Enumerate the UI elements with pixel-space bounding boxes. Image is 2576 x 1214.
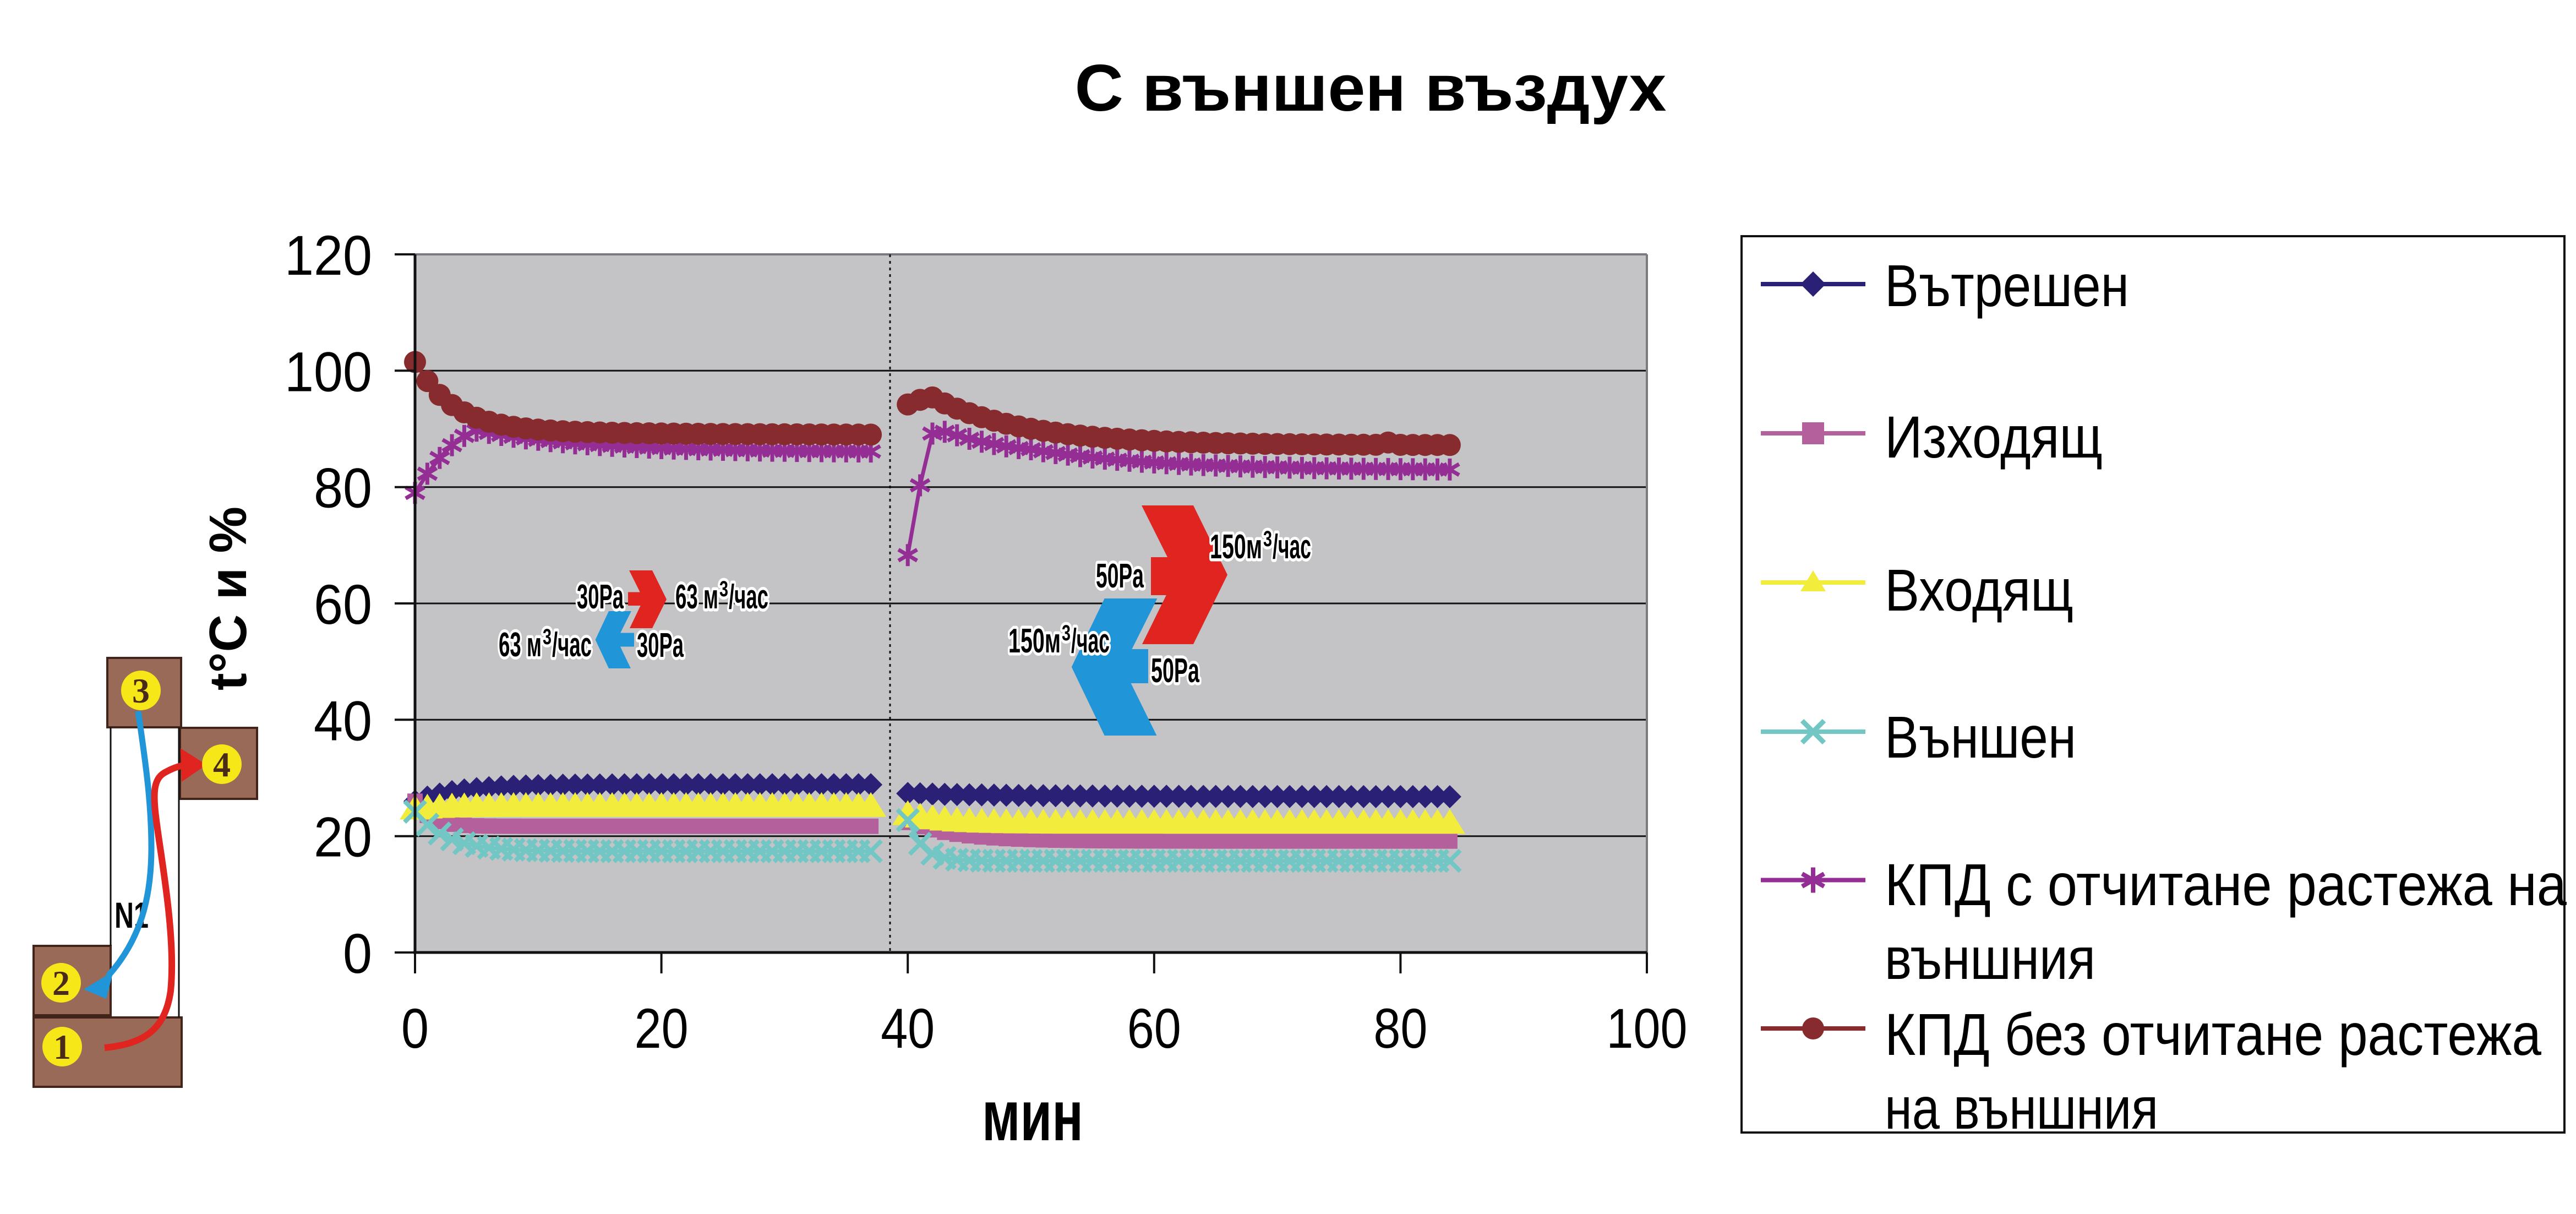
svg-text:/час: /час bbox=[729, 578, 768, 616]
svg-text:60: 60 bbox=[314, 573, 372, 636]
svg-text:100: 100 bbox=[1607, 997, 1688, 1060]
svg-text:външния: външния bbox=[1885, 925, 2095, 992]
svg-text:1: 1 bbox=[53, 1027, 71, 1066]
svg-text:50Pa: 50Pa bbox=[1096, 557, 1144, 595]
svg-text:С външен въздух: С външен въздух bbox=[1075, 51, 1667, 125]
svg-text:/час: /час bbox=[1273, 528, 1311, 566]
svg-text:Изходящ: Изходящ bbox=[1885, 404, 2103, 470]
svg-text:0: 0 bbox=[401, 997, 429, 1060]
svg-text:80: 80 bbox=[1373, 997, 1427, 1060]
svg-text:30Pa: 30Pa bbox=[577, 578, 624, 616]
svg-text:3: 3 bbox=[132, 671, 150, 710]
svg-text:20: 20 bbox=[635, 997, 689, 1060]
svg-text:3: 3 bbox=[1263, 527, 1272, 551]
svg-text:0: 0 bbox=[343, 922, 372, 985]
svg-text:t°C и %: t°C и % bbox=[199, 507, 258, 690]
svg-text:150м: 150м bbox=[1008, 622, 1061, 660]
svg-text:2: 2 bbox=[52, 963, 70, 1003]
svg-text:Външен: Външен bbox=[1885, 704, 2076, 770]
svg-text:100: 100 bbox=[285, 340, 372, 403]
svg-text:3: 3 bbox=[543, 625, 552, 649]
svg-text:63 м: 63 м bbox=[499, 626, 542, 664]
svg-text:3: 3 bbox=[719, 577, 728, 601]
svg-text:30Pa: 30Pa bbox=[637, 627, 684, 665]
svg-text:20: 20 bbox=[314, 806, 372, 869]
svg-text:120: 120 bbox=[285, 224, 372, 287]
svg-text:/час: /час bbox=[552, 626, 592, 664]
svg-text:63 м: 63 м bbox=[675, 578, 718, 616]
svg-text:КПД без отчитане растежа: КПД без отчитане растежа bbox=[1885, 1001, 2542, 1068]
svg-text:КПД с отчитане растежа на: КПД с отчитане растежа на bbox=[1885, 851, 2567, 918]
svg-text:60: 60 bbox=[1127, 997, 1181, 1060]
svg-text:Входящ: Входящ bbox=[1885, 557, 2073, 623]
svg-text:мин: мин bbox=[982, 1075, 1083, 1156]
svg-text:40: 40 bbox=[881, 997, 935, 1060]
svg-text:на външния: на външния bbox=[1885, 1075, 2158, 1141]
svg-text:3: 3 bbox=[1062, 621, 1071, 645]
svg-text:/час: /час bbox=[1071, 622, 1110, 660]
svg-text:150м: 150м bbox=[1210, 528, 1262, 566]
svg-text:80: 80 bbox=[314, 457, 372, 520]
svg-text:50Pa: 50Pa bbox=[1151, 652, 1199, 690]
svg-text:Вътрешен: Вътрешен bbox=[1885, 252, 2129, 319]
svg-text:40: 40 bbox=[314, 689, 372, 752]
svg-text:4: 4 bbox=[213, 745, 231, 784]
